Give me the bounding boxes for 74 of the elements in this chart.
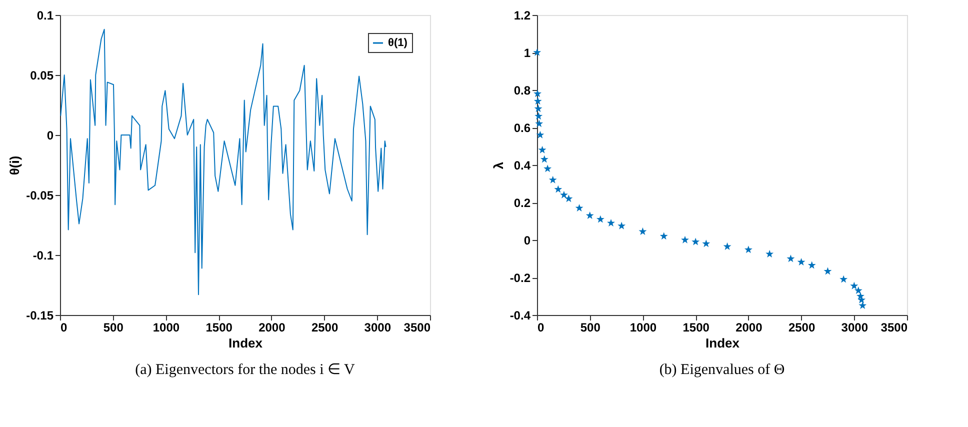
point	[660, 232, 668, 240]
point	[744, 246, 752, 254]
point	[564, 194, 573, 202]
line-series	[60, 28, 386, 296]
y-tick-label: 1.2	[514, 8, 531, 22]
x-tick-label: 3000	[841, 320, 868, 334]
point	[534, 90, 542, 98]
y-axis-title: θ(i)	[7, 156, 22, 176]
point	[797, 258, 806, 266]
y-tick-label: 0.1	[36, 8, 54, 22]
point	[786, 254, 795, 262]
x-tick-label: 1500	[206, 320, 233, 334]
y-tick-label: -0.2	[510, 271, 531, 285]
y-tick-label: -0.1	[32, 248, 54, 262]
point	[534, 97, 542, 105]
point	[840, 275, 848, 283]
point	[548, 176, 557, 184]
point	[607, 218, 615, 227]
x-tick-label: 2000	[736, 320, 763, 334]
x-axis-title: Index	[228, 336, 264, 350]
point	[586, 211, 594, 220]
x-tick-label: 2000	[258, 320, 286, 334]
point	[534, 104, 542, 112]
y-tick-label: 0.6	[514, 121, 531, 135]
point	[533, 48, 542, 56]
point	[723, 242, 732, 250]
point	[766, 250, 774, 258]
y-tick-label: -0.05	[26, 188, 54, 202]
x-tick-label: 1000	[152, 320, 180, 334]
x-tick-label: 3500	[880, 320, 908, 334]
y-axis-title: λ	[490, 161, 506, 170]
x-tick-label: 0	[538, 320, 544, 334]
point	[808, 261, 816, 269]
legend-label: θ(1)	[388, 37, 408, 49]
y-tick-label: 0.2	[514, 196, 531, 210]
point	[538, 146, 546, 154]
point	[540, 155, 548, 163]
x-tick-label: 1500	[682, 320, 710, 334]
y-tick-label: 0	[524, 234, 531, 248]
point	[560, 190, 568, 198]
point	[692, 238, 700, 246]
x-tick-label: 0	[60, 320, 68, 334]
point	[575, 204, 584, 212]
point	[854, 286, 862, 294]
x-tick-label: 3500	[404, 320, 431, 334]
point	[638, 227, 647, 235]
y-tick-label: 1	[524, 46, 531, 60]
point	[702, 240, 710, 248]
point	[554, 185, 562, 193]
x-tick-label: 500	[580, 320, 601, 334]
y-tick-label: -0.4	[510, 308, 531, 322]
y-tick-label: 0	[46, 128, 54, 142]
point	[618, 222, 626, 230]
point	[535, 120, 544, 128]
x-tick-label: 2500	[788, 320, 816, 334]
x-axis-title: Index	[706, 336, 740, 350]
y-tick-label: 0.4	[514, 158, 531, 172]
point	[850, 282, 858, 290]
y-tick-label: -0.15	[26, 308, 54, 322]
point	[681, 236, 689, 244]
point	[536, 130, 544, 138]
y-tick-label: 0.8	[514, 84, 531, 98]
point	[534, 112, 543, 120]
text: (b) Eigenvalues of Θ	[659, 362, 785, 378]
point	[824, 267, 832, 275]
text: (a) Eigenvectors for the nodes i ∈ V	[135, 362, 356, 378]
point	[544, 164, 552, 172]
point	[858, 301, 867, 310]
x-tick-label: 500	[103, 320, 124, 334]
x-tick-label: 3000	[364, 320, 392, 334]
x-tick-label: 1000	[630, 320, 657, 334]
y-tick-label: 0.05	[30, 68, 54, 82]
point	[596, 215, 604, 223]
x-tick-label: 2500	[311, 320, 338, 334]
